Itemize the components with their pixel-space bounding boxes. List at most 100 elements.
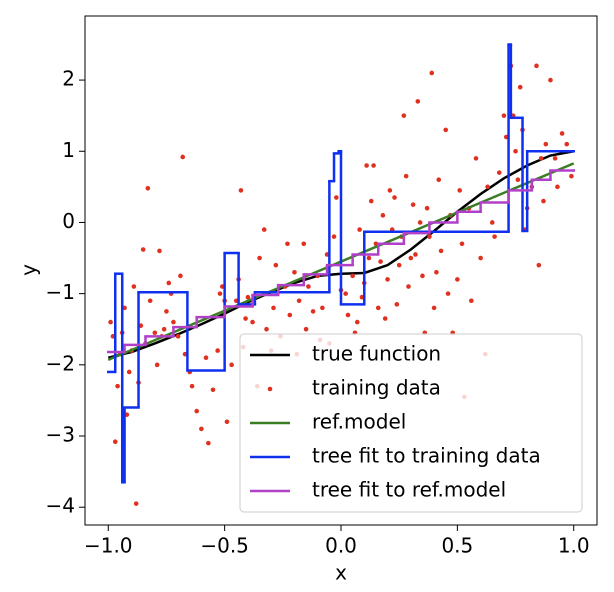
point <box>224 419 230 425</box>
point <box>368 198 374 204</box>
point <box>501 113 507 118</box>
point <box>417 220 423 225</box>
point <box>420 273 425 279</box>
point <box>189 383 195 389</box>
point <box>217 291 223 296</box>
point <box>292 269 297 275</box>
point <box>392 195 397 200</box>
legend-box <box>239 333 583 513</box>
point <box>166 280 172 286</box>
step-end <box>572 169 575 172</box>
point <box>410 202 416 207</box>
legend-label: true function <box>312 342 441 366</box>
point <box>538 156 544 161</box>
point <box>534 63 539 69</box>
legend-marker <box>267 386 273 392</box>
point <box>112 439 118 445</box>
point <box>517 84 523 90</box>
point <box>364 163 369 168</box>
point <box>199 426 204 432</box>
point <box>403 173 409 179</box>
point <box>320 305 325 311</box>
point <box>273 262 279 268</box>
point <box>287 312 293 318</box>
x-tick-label: 0.5 <box>441 534 473 558</box>
point <box>301 241 307 247</box>
legend-label: tree fit to ref.model <box>312 478 506 502</box>
point <box>552 156 558 161</box>
point <box>424 205 430 211</box>
y-tick-label: 1 <box>62 138 75 162</box>
x-tick-label: 1.0 <box>558 534 590 558</box>
point <box>171 319 176 325</box>
point <box>161 326 167 332</box>
point <box>296 298 302 304</box>
point <box>564 141 570 147</box>
y-tick-label: −3 <box>46 423 75 447</box>
point <box>478 255 483 261</box>
point <box>459 241 465 247</box>
point <box>210 387 216 393</box>
x-tick-label: −0.5 <box>200 534 249 558</box>
legend-label: tree fit to training data <box>312 444 541 468</box>
point <box>331 234 337 239</box>
point <box>543 141 549 147</box>
point <box>215 348 220 353</box>
point <box>515 177 521 183</box>
x-tick-label: 0.0 <box>325 534 357 558</box>
y-tick-label: 0 <box>62 209 75 233</box>
point <box>438 248 444 254</box>
point <box>345 312 351 318</box>
point <box>145 185 151 191</box>
point <box>264 326 269 332</box>
point <box>343 291 348 296</box>
point <box>415 99 421 104</box>
point <box>115 383 120 389</box>
point <box>559 131 565 136</box>
y-tick-label: 2 <box>62 67 75 91</box>
point <box>380 213 386 218</box>
point <box>203 355 209 361</box>
point <box>306 284 311 289</box>
point <box>385 277 390 282</box>
point <box>157 248 162 254</box>
point <box>285 241 290 247</box>
point <box>126 369 132 375</box>
point <box>257 255 262 261</box>
step-end <box>572 150 575 153</box>
point <box>436 177 442 183</box>
point <box>194 408 200 414</box>
point <box>303 326 309 332</box>
point <box>133 501 139 506</box>
point <box>408 255 414 261</box>
x-tick-label: −1.0 <box>84 534 133 558</box>
point <box>387 188 393 193</box>
point <box>457 188 462 193</box>
point <box>382 316 388 321</box>
point <box>473 156 479 161</box>
point <box>485 184 490 190</box>
point <box>427 234 432 239</box>
point <box>238 188 244 193</box>
point <box>396 262 402 268</box>
point <box>366 255 372 261</box>
point <box>489 220 495 225</box>
point <box>245 294 251 300</box>
point <box>152 330 158 336</box>
y-tick-label: −2 <box>46 351 75 375</box>
point <box>378 259 383 264</box>
point <box>206 440 211 446</box>
point <box>334 195 339 200</box>
point <box>429 70 435 76</box>
point <box>261 227 267 232</box>
point <box>357 227 362 232</box>
point <box>443 127 449 133</box>
point <box>243 316 248 321</box>
point <box>180 154 186 160</box>
axes-frame <box>84 15 598 526</box>
point <box>401 113 407 118</box>
point <box>513 148 518 154</box>
point <box>536 262 542 268</box>
point <box>108 319 113 325</box>
